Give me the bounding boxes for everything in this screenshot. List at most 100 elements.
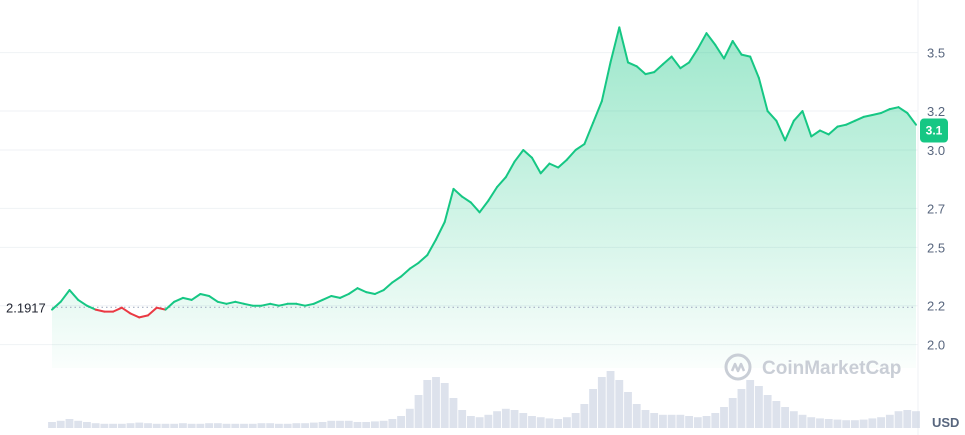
volume-bar: [65, 419, 74, 428]
volume-bar: [91, 423, 100, 428]
volume-bar: [894, 411, 903, 428]
watermark: CoinMarketCap: [724, 353, 901, 381]
volume-bar: [606, 371, 615, 428]
price-line-segment: [85, 304, 97, 311]
price-line-segment: [417, 254, 429, 264]
price-line-segment: [77, 298, 88, 307]
volume-bar: [414, 395, 423, 428]
price-line-segment: [356, 287, 368, 294]
price-line-segment: [548, 162, 560, 169]
volume-bar: [213, 423, 222, 428]
price-line-segment: [120, 306, 132, 315]
price-line-segment: [312, 298, 324, 305]
price-line-segment: [565, 149, 577, 161]
volume-bar: [56, 420, 65, 428]
price-line-segment: [321, 295, 333, 301]
price-line-segment: [871, 112, 883, 116]
price-line-segment: [68, 289, 80, 301]
price-line-segment: [391, 275, 403, 284]
volume-bar: [109, 423, 118, 428]
price-line-segment: [260, 302, 272, 307]
volume-bar: [74, 420, 83, 428]
price-line-segment: [452, 187, 464, 198]
volume-bar: [231, 423, 240, 428]
price-line-segment: [373, 289, 385, 295]
price-line-segment: [365, 291, 376, 295]
price-line-segment: [723, 40, 734, 60]
price-line-segment: [644, 71, 656, 76]
reference-price-line: 2.1917: [6, 300, 916, 315]
price-line-segment: [208, 295, 219, 303]
volume-bar: [370, 421, 379, 428]
volume-bar: [746, 380, 755, 428]
price-line-segment: [190, 293, 202, 301]
volume-bar: [536, 417, 545, 428]
volume-bar: [170, 423, 179, 428]
volume-bar: [266, 423, 275, 428]
price-line-segment: [382, 281, 394, 292]
volume-bar: [868, 418, 877, 428]
price-line-segment: [164, 300, 176, 311]
price-line-segment: [600, 61, 612, 103]
price-line-segment: [496, 176, 507, 188]
currency-label: USD: [932, 415, 959, 430]
volume-bar: [850, 420, 859, 428]
price-line-segment: [478, 199, 490, 214]
volume-bar: [772, 401, 781, 428]
price-line-segment: [295, 302, 307, 307]
price-line-segment: [304, 302, 315, 307]
volume-bar: [632, 404, 641, 428]
price-line-segment: [609, 26, 621, 64]
coinmarketcap-logo-wave: [730, 362, 746, 373]
price-line-segment: [688, 47, 699, 64]
volume-bar: [528, 416, 536, 428]
price-line-segment: [792, 110, 804, 122]
y-tick-label: 2.2: [927, 299, 945, 314]
volume-bar: [379, 420, 388, 428]
volume-bar: [789, 411, 798, 428]
volume-bar: [711, 413, 720, 428]
price-line-segment: [819, 129, 830, 136]
price-line-segment: [51, 300, 62, 311]
price-line: [51, 26, 917, 319]
price-line-segment: [539, 162, 551, 175]
y-tick-label: 3.0: [927, 143, 945, 158]
volume-bar: [318, 422, 327, 428]
price-line-segment: [618, 26, 629, 64]
price-line-segment: [234, 300, 245, 305]
volume-bar: [493, 411, 502, 428]
volume-bar: [833, 419, 842, 428]
volume-bar: [152, 423, 161, 428]
volume-bar: [405, 408, 414, 428]
price-area-fill: [52, 27, 916, 369]
volume-bar: [353, 422, 362, 428]
price-line-segment: [435, 221, 446, 241]
volume-bar: [257, 423, 266, 428]
volume-bar: [571, 413, 580, 428]
volume-bar: [816, 418, 824, 428]
volume-bar: [702, 416, 711, 428]
price-line-segment: [487, 186, 499, 202]
volume-bar: [903, 410, 912, 428]
price-line-segment: [94, 308, 106, 313]
price-line-segment: [216, 300, 228, 305]
price-line-segment: [705, 32, 717, 46]
price-line-segment: [443, 187, 455, 223]
volume-bar: [161, 423, 170, 428]
price-line-segment: [461, 195, 472, 204]
current-price-label: 3.1: [926, 124, 943, 138]
current-price-badge-bg: [920, 118, 948, 143]
volume-bar: [397, 416, 406, 428]
volume-bar: [912, 411, 920, 428]
price-line-segment: [749, 55, 760, 79]
price-line-segment: [400, 267, 411, 278]
volume-bar: [667, 414, 676, 428]
price-line-segment: [714, 43, 725, 60]
price-line-segment: [661, 55, 673, 66]
price-line-segment: [347, 287, 359, 295]
price-line-segment: [531, 156, 542, 175]
volume-bar: [693, 417, 702, 428]
volume-bar: [501, 408, 510, 428]
price-line-segment: [775, 119, 787, 142]
y-tick-label: 3.2: [927, 104, 945, 119]
